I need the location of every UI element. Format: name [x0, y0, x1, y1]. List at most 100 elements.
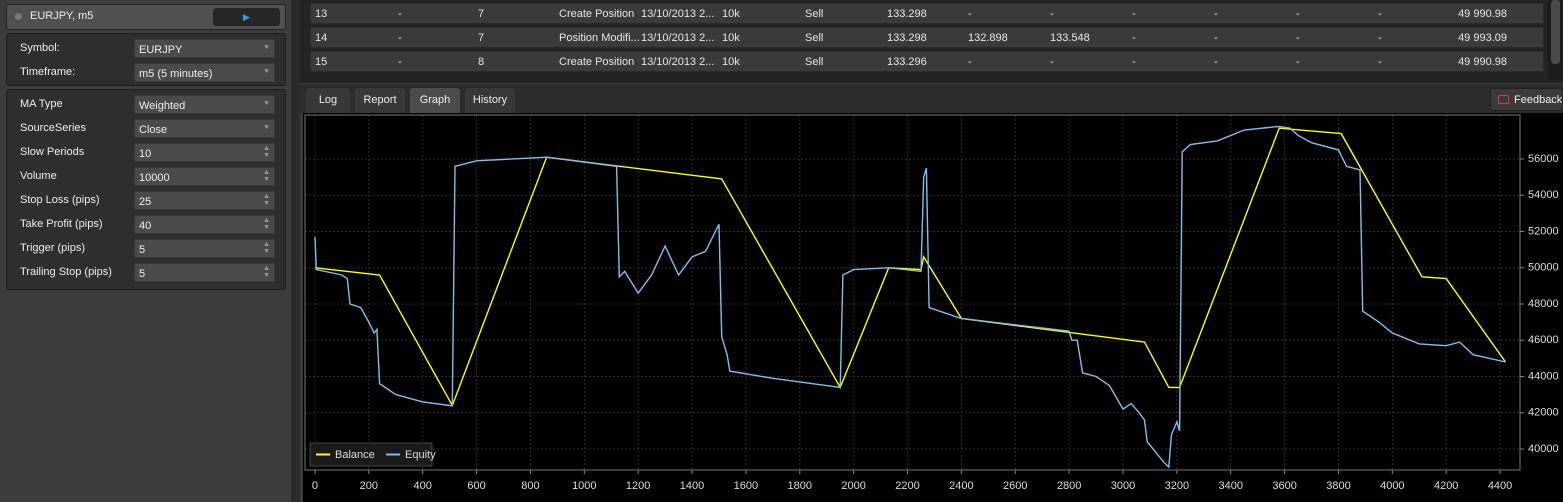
- parameter-label: SourceSeries: [20, 122, 87, 134]
- dropdown[interactable]: m5 (5 minutes) ▼: [134, 63, 275, 82]
- spinner-arrows: ▲ ▼: [263, 193, 270, 207]
- table-cell: -: [1296, 32, 1300, 44]
- number-input[interactable]: 10 ▲ ▼: [134, 143, 275, 162]
- table-cell: Create Position: [559, 56, 635, 68]
- y-tick-label: 44000: [1528, 370, 1559, 382]
- x-tick-label: 2800: [1057, 480, 1081, 492]
- number-input[interactable]: 5 ▲ ▼: [134, 239, 275, 258]
- number-input[interactable]: 5 ▲ ▼: [134, 263, 275, 282]
- table-cell: -: [968, 56, 972, 68]
- table-cell: 10k: [722, 32, 740, 44]
- y-tick-label: 48000: [1528, 298, 1559, 310]
- feedback-button[interactable]: Feedback: [1490, 88, 1563, 111]
- y-tick-label: 40000: [1528, 443, 1559, 455]
- number-input[interactable]: 40 ▲ ▼: [134, 215, 275, 234]
- tab[interactable]: Report: [355, 88, 405, 113]
- x-tick-label: 200: [360, 480, 378, 492]
- parameter-label: Symbol:: [20, 42, 60, 54]
- spinner-arrows: ▲ ▼: [263, 145, 270, 159]
- table-cell: 13/10/2013 2...: [641, 8, 715, 20]
- x-tick-label: 3200: [1165, 480, 1189, 492]
- chart: 4000042000440004600048000500005200054000…: [303, 113, 1563, 502]
- y-tick-label: 42000: [1528, 407, 1559, 419]
- status-dot: [15, 13, 22, 20]
- x-tick-label: 800: [521, 480, 539, 492]
- x-tick-label: 3000: [1111, 480, 1135, 492]
- tab[interactable]: Log: [306, 88, 350, 113]
- dropdown[interactable]: Weighted ▼: [134, 95, 275, 114]
- x-tick-label: 1800: [788, 480, 812, 492]
- table-row: [310, 51, 1544, 72]
- table-cell: -: [1132, 32, 1136, 44]
- table-cell: -: [1132, 8, 1136, 20]
- table-cell: 13/10/2013 2...: [641, 56, 715, 68]
- spinner-arrows: ▲ ▼: [263, 169, 270, 183]
- x-tick-label: 4200: [1434, 480, 1458, 492]
- parameter-label: Trigger (pips): [20, 242, 85, 254]
- table-cell: -: [398, 32, 402, 44]
- x-tick-label: 2400: [949, 480, 973, 492]
- x-tick-label: 3600: [1272, 480, 1296, 492]
- table-row: [310, 27, 1544, 48]
- x-tick-label: 600: [467, 480, 485, 492]
- x-tick-label: 1400: [680, 480, 704, 492]
- parameter-label: Take Profit (pips): [20, 218, 103, 230]
- table-cell: 133.298: [887, 32, 927, 44]
- number-input[interactable]: 10000 ▲ ▼: [134, 167, 275, 186]
- dropdown-arrow: ▼: [263, 44, 270, 51]
- tab[interactable]: History: [465, 88, 515, 113]
- play-button[interactable]: ▶: [213, 8, 280, 26]
- parameter-label: Slow Periods: [20, 146, 85, 158]
- table-cell: 132.898: [968, 32, 1008, 44]
- table-cell: Create Position: [559, 8, 635, 20]
- table-row: [310, 3, 1544, 24]
- x-tick-label: 4000: [1380, 480, 1404, 492]
- x-tick-label: 4400: [1488, 480, 1512, 492]
- table-cell: -: [1214, 32, 1218, 44]
- table-cell: -: [1378, 56, 1382, 68]
- series-line: [314, 127, 1507, 408]
- dropdown[interactable]: EURJPY ▼: [134, 39, 275, 58]
- y-tick-label: 56000: [1528, 153, 1559, 165]
- tab[interactable]: Graph: [410, 88, 460, 113]
- table-cell: Sell: [805, 32, 824, 44]
- table-cell: -: [1050, 56, 1054, 68]
- x-tick-label: 1000: [572, 480, 596, 492]
- table-cell: -: [1050, 8, 1054, 20]
- legend-box: [309, 442, 433, 467]
- table-cell: 13: [315, 8, 328, 20]
- table-cell: 10k: [722, 56, 740, 68]
- table-cell: -: [398, 8, 402, 20]
- dropdown-arrow: ▼: [263, 100, 270, 107]
- table-cell: -: [1214, 56, 1218, 68]
- table-cell: 133.296: [887, 56, 927, 68]
- scroll-thumb[interactable]: [1551, 0, 1560, 64]
- x-tick-label: 3800: [1326, 480, 1350, 492]
- dropdown-arrow: ▼: [263, 124, 270, 131]
- table-cell: 7: [478, 32, 485, 44]
- parameter-label: Stop Loss (pips): [20, 194, 100, 206]
- dropdown[interactable]: Close ▼: [134, 119, 275, 138]
- table-cell: 7: [478, 8, 485, 20]
- x-tick-label: 2600: [1003, 480, 1027, 492]
- parameter-label: Timeframe:: [20, 66, 76, 78]
- legend-label: Balance: [335, 449, 375, 461]
- table-cell: -: [1296, 56, 1300, 68]
- spinner-arrows: ▲ ▼: [263, 265, 270, 279]
- panel-title: EURJPY, m5: [30, 10, 94, 22]
- x-tick-label: 1600: [734, 480, 758, 492]
- table-cell: -: [1378, 32, 1382, 44]
- table-cell: 133.298: [887, 8, 927, 20]
- table-cell: 8: [478, 56, 485, 68]
- table-cell: 49 993.09: [1458, 32, 1507, 44]
- table-cell: -: [1378, 8, 1382, 20]
- table-cell: Position Modifi...: [559, 32, 640, 44]
- divider: [291, 0, 300, 502]
- parameter-label: MA Type: [20, 98, 63, 110]
- y-tick-label: 46000: [1528, 334, 1559, 346]
- table-cell: 133.548: [1050, 32, 1090, 44]
- number-input[interactable]: 25 ▲ ▼: [134, 191, 275, 210]
- legend-label: Equity: [405, 449, 436, 461]
